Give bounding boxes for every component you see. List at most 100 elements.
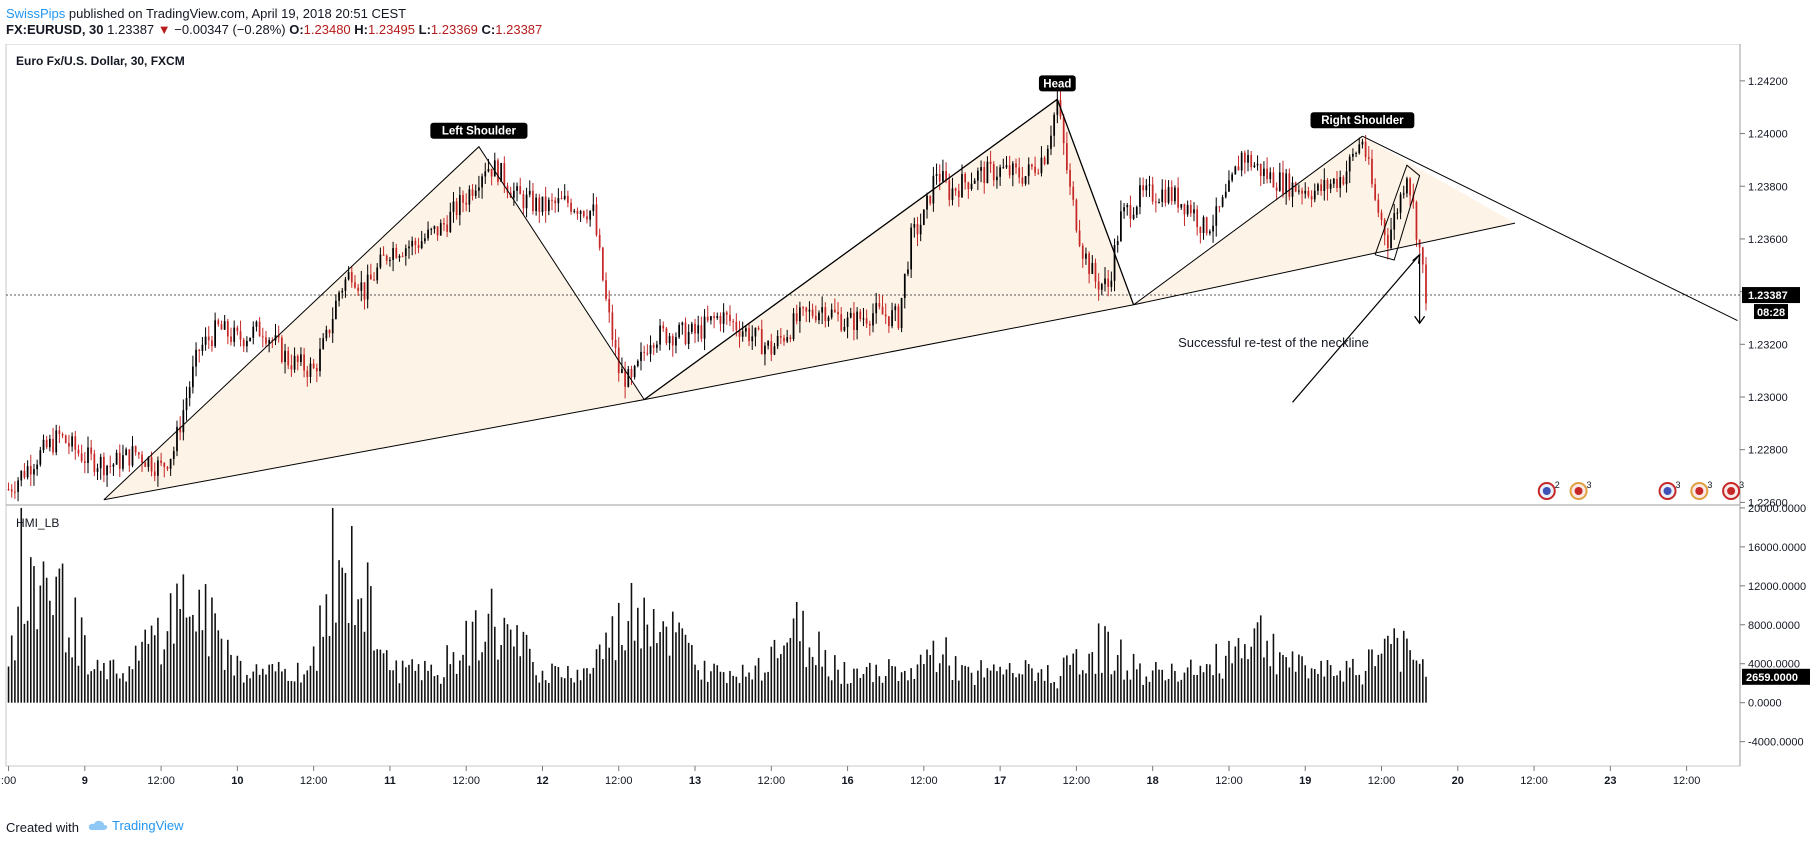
volume-bar: [1298, 654, 1300, 703]
volume-bar: [1339, 670, 1341, 703]
volume-bar: [1110, 674, 1113, 703]
candle-body: [907, 269, 909, 274]
candle-body: [1040, 157, 1043, 174]
volume-bar: [411, 659, 413, 703]
volume-bar: [370, 586, 372, 703]
candle-body: [567, 195, 569, 203]
candle-body: [153, 471, 156, 476]
time-tick-label: 12:00: [758, 775, 786, 787]
candle-body: [700, 325, 703, 339]
time-tick-label: 9: [82, 775, 88, 787]
candle-body: [894, 306, 897, 311]
volume-bar: [188, 616, 191, 703]
volume-bar: [834, 655, 836, 703]
candle-body: [338, 292, 340, 301]
candle-body: [954, 188, 957, 191]
candle-body: [818, 312, 820, 321]
volume-bar: [1097, 623, 1100, 703]
candle-body: [481, 176, 483, 188]
candle-body: [1126, 205, 1129, 208]
volume-bar: [617, 602, 620, 703]
candle-body: [636, 360, 639, 366]
volume-bar: [992, 664, 995, 703]
volume-bar: [239, 660, 242, 703]
candle-body: [519, 186, 522, 195]
candle-body: [169, 458, 172, 469]
candle-body: [948, 180, 951, 200]
candle-body: [1348, 156, 1351, 172]
candle-body: [1161, 189, 1164, 203]
volume-bar: [268, 664, 270, 703]
candle-body: [74, 436, 77, 450]
volume-bar: [1107, 631, 1109, 703]
volume-bar: [293, 681, 296, 703]
volume-bar: [544, 680, 547, 703]
tradingview-brand[interactable]: TradingView: [112, 818, 184, 833]
volume-bar: [630, 582, 633, 703]
candle-body: [354, 282, 356, 288]
price-chart[interactable]: 1.226001.228001.230001.232001.234001.236…: [0, 44, 1818, 810]
tradingview-link[interactable]: TradingView: [88, 818, 184, 833]
volume-bar: [843, 662, 846, 703]
volume-bar: [767, 671, 769, 703]
volume-bar: [633, 640, 636, 703]
candle-body: [884, 314, 887, 317]
candle-body: [1072, 186, 1075, 200]
volume-bar: [1027, 663, 1030, 703]
head-fill: [644, 99, 1134, 400]
candle-body: [128, 449, 131, 466]
candle-body: [576, 210, 579, 214]
volume-bar: [1377, 654, 1380, 703]
volume-bar: [996, 671, 998, 703]
candle-body: [560, 198, 563, 200]
volume-bar: [503, 617, 506, 703]
candle-body: [1402, 193, 1405, 195]
candle-body: [586, 216, 588, 220]
author-link[interactable]: SwissPips: [6, 6, 66, 21]
candle-body: [265, 337, 267, 344]
candle-body: [843, 326, 846, 331]
candle-body: [1253, 165, 1256, 168]
retest-line: [1292, 254, 1421, 403]
candle-body: [1116, 240, 1119, 246]
volume-bar: [1301, 656, 1303, 703]
candle-body: [738, 330, 741, 337]
volume-bar: [646, 624, 649, 703]
candle-body: [87, 447, 89, 464]
volume-bar: [274, 671, 277, 703]
candle-body: [659, 325, 661, 345]
volume-bar: [1202, 672, 1205, 703]
candle-body: [891, 310, 893, 327]
volume-bar: [1062, 657, 1065, 703]
volume-bar: [401, 660, 404, 703]
volume-bar: [821, 666, 823, 703]
volume-bar: [115, 673, 118, 703]
volume-bar: [1409, 650, 1411, 703]
time-tick-label: 20: [1452, 775, 1464, 787]
volume-bar: [201, 630, 204, 703]
volume-bar: [1291, 651, 1294, 703]
volume-bar: [1142, 684, 1144, 703]
volume-bar: [659, 631, 661, 703]
volume-bar: [668, 655, 671, 703]
candle-body: [1352, 153, 1354, 157]
volume-bar: [252, 671, 255, 703]
candle-body: [500, 163, 503, 182]
volume-bar: [789, 637, 792, 703]
volume-bar: [1323, 676, 1326, 703]
volume-bar: [1094, 673, 1097, 703]
volume-bar: [878, 676, 881, 703]
volume-bar: [919, 654, 922, 703]
volume-bar: [958, 680, 960, 703]
volume-bar: [64, 652, 67, 703]
volume-bar: [1399, 671, 1402, 703]
volume-bar: [824, 650, 827, 703]
candle-body: [331, 318, 334, 334]
candle-body: [392, 248, 394, 260]
candle-body: [1421, 247, 1424, 265]
volume-bar: [519, 656, 522, 703]
volume-bar: [1050, 682, 1052, 703]
volume-bar: [58, 568, 61, 703]
volume-bar: [287, 680, 290, 703]
candle-body: [382, 254, 385, 256]
